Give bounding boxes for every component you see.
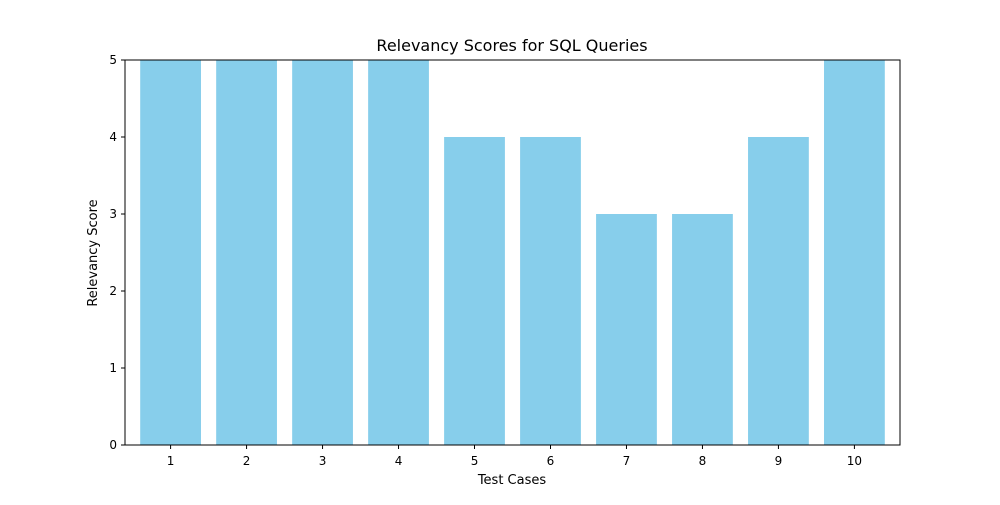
bar-2 <box>216 60 277 445</box>
y-tick-label: 1 <box>109 361 117 375</box>
plot-area-frame <box>124 59 901 446</box>
y-tick-label: 0 <box>109 438 117 452</box>
bar-3 <box>292 60 353 445</box>
x-tick-label: 7 <box>623 454 631 468</box>
bar-7 <box>596 214 657 445</box>
bar-10 <box>824 60 885 445</box>
x-tick-label: 10 <box>847 454 862 468</box>
bar-1 <box>140 60 201 445</box>
y-tick-label: 3 <box>109 207 117 221</box>
bar-5 <box>444 137 505 445</box>
x-axis-ticks: 1 2 3 4 5 6 7 8 9 10 <box>167 445 862 468</box>
bar-6 <box>520 137 581 445</box>
y-tick-label: 2 <box>109 284 117 298</box>
bars-layer <box>140 60 885 445</box>
x-tick-label: 2 <box>243 454 251 468</box>
x-tick-label: 6 <box>547 454 555 468</box>
bar-8 <box>672 214 733 445</box>
bar-4 <box>368 60 429 445</box>
x-tick-label: 5 <box>471 454 479 468</box>
bar-9 <box>748 137 809 445</box>
y-tick-label: 5 <box>109 53 117 67</box>
x-tick-label: 1 <box>167 454 175 468</box>
y-tick-label: 4 <box>109 130 117 144</box>
y-axis-ticks: 0 1 2 3 4 5 <box>109 53 125 452</box>
x-tick-label: 3 <box>319 454 327 468</box>
x-axis-label: Test Cases <box>477 473 547 488</box>
x-tick-label: 9 <box>775 454 783 468</box>
chart-title: Relevancy Scores for SQL Queries <box>376 36 647 55</box>
x-tick-label: 4 <box>395 454 403 468</box>
x-tick-label: 8 <box>699 454 707 468</box>
y-axis-label: Relevancy Score <box>86 199 101 306</box>
